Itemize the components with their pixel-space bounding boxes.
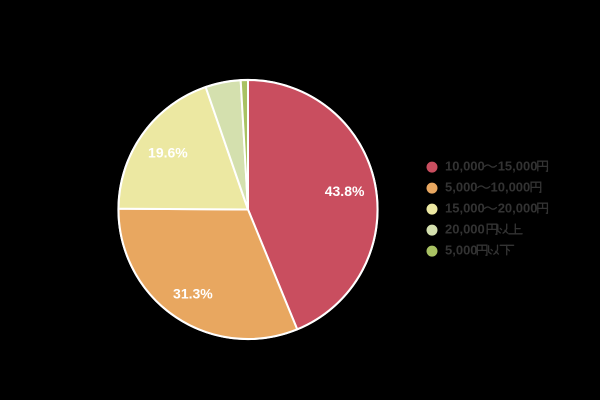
svg-text:5,000: 5,000 xyxy=(445,180,478,195)
svg-text:5,000: 5,000 xyxy=(445,243,478,258)
svg-text:20,000: 20,000 xyxy=(498,201,538,216)
svg-text:15,000: 15,000 xyxy=(445,201,485,216)
svg-text:10,000: 10,000 xyxy=(445,159,485,174)
svg-text:19.6%: 19.6% xyxy=(148,144,188,160)
svg-text:43.8%: 43.8% xyxy=(325,183,365,199)
svg-text:20,000: 20,000 xyxy=(445,222,485,237)
svg-text:10,000: 10,000 xyxy=(491,180,531,195)
svg-text:31.3%: 31.3% xyxy=(173,285,213,301)
svg-text:15,000: 15,000 xyxy=(498,159,538,174)
